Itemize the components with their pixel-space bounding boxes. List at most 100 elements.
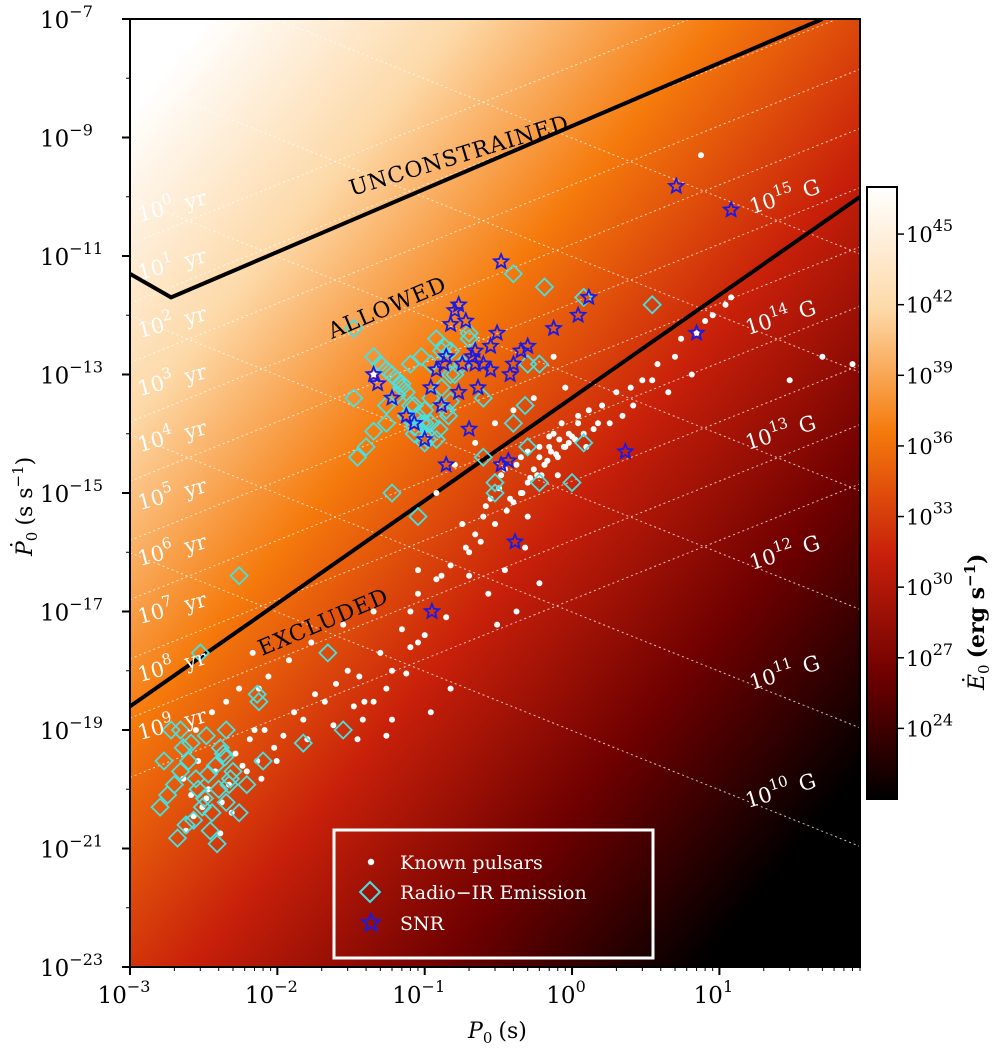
point-known-pulsar xyxy=(190,813,197,820)
boundary-line-0 xyxy=(130,19,824,300)
point-known-pulsar xyxy=(350,703,357,710)
point-known-pulsar xyxy=(271,744,278,751)
point-known-pulsar xyxy=(510,407,517,414)
age-label-8: 108 yr xyxy=(134,640,210,686)
point-known-pulsar xyxy=(265,673,272,680)
point-radio-ir xyxy=(404,395,425,416)
x-axis-label-symbol: P xyxy=(467,1019,484,1044)
point-radio-ir xyxy=(344,388,364,408)
point-known-pulsar xyxy=(447,685,454,692)
point-known-pulsar xyxy=(585,407,592,414)
point-radio-ir xyxy=(253,751,273,771)
point-radio-ir xyxy=(219,774,239,795)
point-known-pulsar xyxy=(217,830,224,837)
point-known-pulsar xyxy=(356,673,363,680)
guide-lines xyxy=(130,19,860,847)
point-snr xyxy=(396,406,416,424)
point-known-pulsar xyxy=(482,503,489,510)
point-known-pulsar xyxy=(383,732,390,739)
point-known-pulsar xyxy=(377,649,384,656)
point-radio-ir xyxy=(363,346,384,367)
point-radio-ir xyxy=(173,738,194,758)
point-known-pulsar xyxy=(541,461,548,468)
point-known-pulsar xyxy=(590,426,597,433)
point-radio-ir xyxy=(382,483,402,503)
point-known-pulsar xyxy=(702,318,709,324)
y-axis-label-unit: (s s xyxy=(13,487,38,525)
point-radio-ir xyxy=(363,421,384,442)
colorbar: 1045 1042 1039 1036 1033 1030 1027 1024 E0 (erg … xyxy=(866,186,993,800)
point-known-pulsar xyxy=(510,499,517,506)
legend-marker-known-pulsars xyxy=(367,858,375,866)
point-snr xyxy=(426,359,446,378)
point-known-pulsar xyxy=(239,762,246,769)
point-radio-ir xyxy=(400,354,421,374)
point-radio-ir xyxy=(200,820,220,841)
point-radio-ir xyxy=(485,483,505,503)
point-radio-ir xyxy=(370,354,391,374)
point-radio-ir xyxy=(473,388,494,408)
point-known-pulsar xyxy=(249,649,256,656)
point-known-pulsar xyxy=(487,495,494,502)
point-radio-ir xyxy=(534,277,555,297)
point-known-pulsar xyxy=(354,736,361,743)
point-radio-ir xyxy=(473,447,494,468)
point-known-pulsar xyxy=(693,330,700,337)
x-axis-label: P0 (s) xyxy=(467,1019,527,1047)
point-known-pulsar xyxy=(527,474,534,481)
colorbar-label-dot: · xyxy=(951,677,975,683)
point-known-pulsar xyxy=(312,691,318,698)
colorbar-label-unit-exp: −1 xyxy=(961,564,979,587)
point-known-pulsar xyxy=(554,472,561,479)
age-line-5 xyxy=(130,246,860,541)
point-radio-ir xyxy=(573,433,594,453)
x-axis: 10−3 10−2 10−1 100 101 xyxy=(98,967,861,1009)
point-radio-ir xyxy=(170,761,191,782)
point-radio-ir xyxy=(167,828,188,848)
point-known-pulsar xyxy=(565,439,572,446)
y-tick-label: 10−7 xyxy=(40,2,93,34)
point-known-pulsar xyxy=(619,412,626,419)
point-known-pulsar xyxy=(383,685,390,692)
legend-label-snr: SNR xyxy=(400,913,445,935)
field-line-5 xyxy=(130,552,860,847)
point-radio-ir xyxy=(503,413,524,434)
svg-text:E0(erg s−1): E0 (erg s−1) xyxy=(961,554,993,691)
point-known-pulsar xyxy=(280,732,287,739)
point-known-pulsar xyxy=(550,430,557,437)
point-snr xyxy=(500,364,520,383)
point-snr xyxy=(544,318,564,337)
point-radio-ir xyxy=(562,472,582,493)
point-snr xyxy=(382,388,402,406)
field-line-1 xyxy=(130,78,860,373)
point-snr xyxy=(491,251,511,270)
x-tick-label: 10−3 xyxy=(98,977,151,1009)
point-known-pulsar xyxy=(530,466,537,473)
point-radio-ir xyxy=(440,364,461,385)
point-known-pulsar xyxy=(389,667,395,674)
point-known-pulsar xyxy=(236,685,243,692)
point-radio-ir xyxy=(333,720,353,740)
point-known-pulsar xyxy=(333,680,339,687)
point-radio-ir xyxy=(485,472,505,493)
point-snr xyxy=(415,429,435,448)
plot-area xyxy=(130,19,860,967)
point-radio-ir xyxy=(318,643,338,663)
field-label-3: 1012 G xyxy=(745,526,823,575)
field-line-2 xyxy=(130,196,860,492)
point-known-pulsar xyxy=(209,709,215,716)
x-axis-label-sub: 0 xyxy=(483,1029,493,1047)
point-known-pulsar xyxy=(546,433,553,440)
point-snr xyxy=(462,346,482,365)
point-radio-ir xyxy=(194,788,215,809)
colorbar-ticks: 1045 1042 1039 1036 1033 1030 1027 1024 xyxy=(897,216,953,741)
colorbar-tick-label: 1024 xyxy=(906,710,953,741)
point-known-pulsar xyxy=(492,420,498,427)
point-known-pulsar xyxy=(688,371,695,378)
point-radio-ir xyxy=(459,329,479,349)
point-known-pulsar xyxy=(340,621,347,628)
legend: Known pulsars Radio−IR Emission SNR xyxy=(332,828,655,960)
point-radio-ir xyxy=(216,720,236,740)
point-radio-ir xyxy=(207,834,227,854)
